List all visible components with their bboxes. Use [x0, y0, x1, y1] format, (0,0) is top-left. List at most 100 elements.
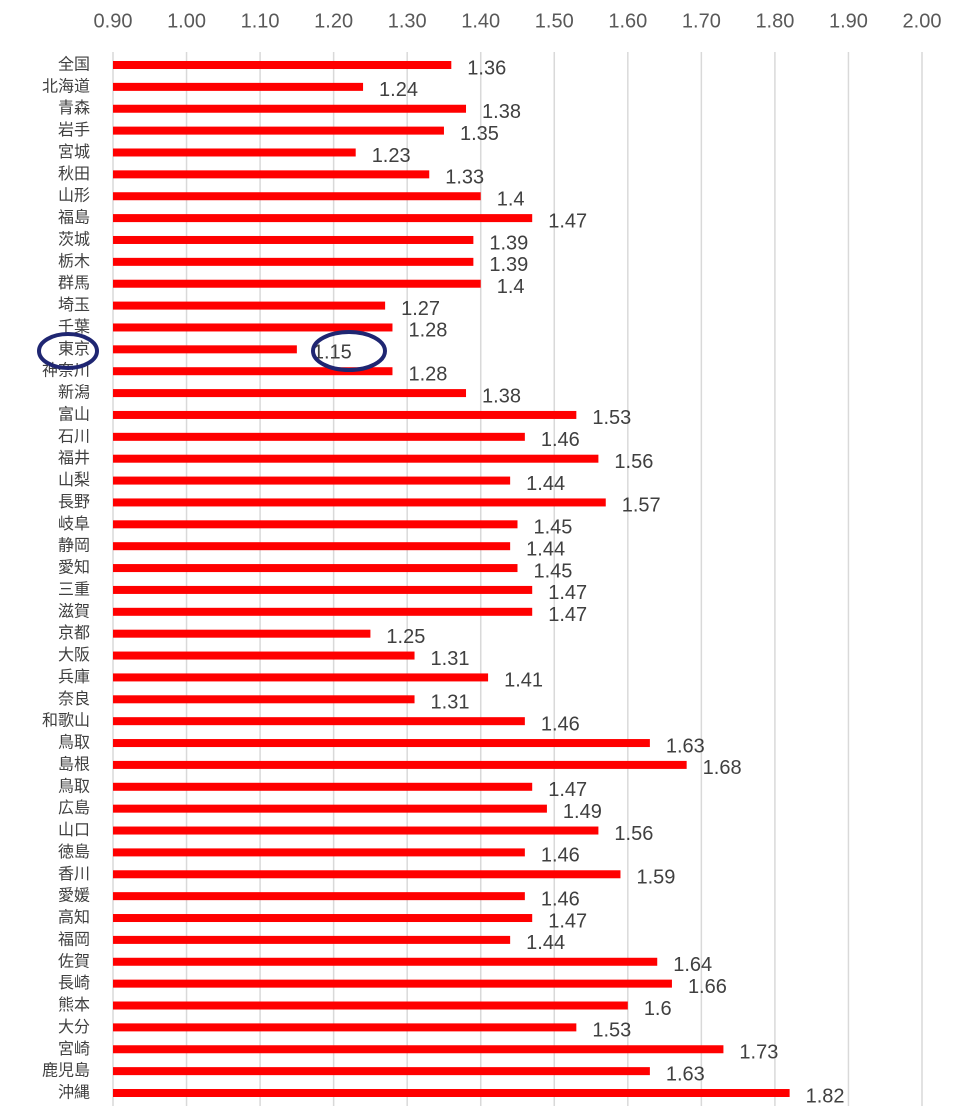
bar [113, 1089, 790, 1097]
bar [113, 760, 687, 769]
x-tick-label: 1.00 [167, 10, 206, 32]
data-label: 1.33 [445, 167, 484, 189]
y-tick-label: 広島 [58, 798, 90, 817]
data-label: 1.6 [644, 998, 672, 1020]
marks: 全国 1.36 北海道 1.24 青森 1.38 岩手 1.35 宮城 1.23 秋田 1.33 山形 1… [42, 55, 845, 1106]
bar [113, 170, 430, 179]
highlight-circle [311, 330, 387, 372]
x-tick-label: 1.60 [608, 10, 647, 32]
data-label: 1.44 [526, 473, 565, 495]
data-label: 1.49 [563, 801, 602, 823]
y-tick-label: 京都 [58, 623, 90, 642]
x-tick-label: 1.90 [829, 10, 868, 32]
y-tick-label: 栃木 [58, 251, 90, 270]
grid: 0.90 1.00 1.10 1.20 1.30 1.40 1.50 1.60 1.70 1.80… [94, 10, 942, 1106]
y-tick-label: 東京 [58, 339, 90, 358]
y-tick-label: 愛媛 [58, 886, 90, 905]
data-label: 1.45 [534, 560, 573, 582]
x-tick-label: 1.80 [755, 10, 794, 32]
data-label: 1.46 [541, 845, 580, 867]
y-tick-label: 香川 [58, 864, 90, 883]
bar [113, 476, 511, 485]
y-tick-label: 宮崎 [58, 1039, 90, 1058]
bar [113, 126, 444, 135]
y-tick-label: 沖縄 [58, 1083, 90, 1102]
data-label: 1.53 [592, 1020, 631, 1042]
bar [113, 279, 481, 288]
data-label: 1.64 [673, 954, 712, 976]
bar [113, 235, 474, 244]
data-label: 1.39 [489, 232, 528, 254]
highlight-circle [37, 332, 99, 370]
data-label: 1.46 [541, 888, 580, 910]
y-tick-label: 茨城 [58, 229, 90, 248]
y-tick-label: 山口 [58, 820, 90, 839]
y-tick-label: 新潟 [58, 383, 90, 402]
data-label: 1.47 [548, 210, 587, 232]
y-tick-label: 山梨 [58, 470, 90, 489]
y-tick-label: 鳥取 [58, 733, 90, 752]
bar [113, 629, 371, 638]
data-label: 1.41 [504, 670, 543, 692]
bar [113, 301, 386, 310]
data-label: 1.25 [386, 626, 425, 648]
bar [113, 804, 547, 813]
data-label: 1.47 [548, 910, 587, 932]
bar [113, 673, 489, 682]
bar [113, 651, 415, 660]
y-tick-label: 佐賀 [58, 951, 90, 970]
data-label: 1.23 [372, 145, 411, 167]
bar [113, 892, 525, 901]
y-tick-label: 北海道 [42, 76, 90, 95]
y-tick-label: 滋賀 [58, 601, 90, 620]
data-label: 1.38 [482, 101, 521, 123]
bar [113, 782, 533, 791]
bar [113, 870, 621, 879]
y-tick-label: 青森 [58, 98, 90, 117]
bar [113, 345, 297, 354]
data-label: 1.47 [548, 604, 587, 626]
y-tick-label: 三重 [58, 579, 90, 598]
data-label: 1.56 [614, 823, 653, 845]
data-label: 1.63 [666, 735, 705, 757]
data-label: 1.4 [497, 276, 525, 298]
y-tick-label: 福岡 [58, 929, 90, 948]
y-tick-label: 和歌山 [42, 711, 90, 730]
x-tick-label: 1.10 [241, 10, 280, 32]
bar [113, 717, 525, 726]
bar [113, 1023, 577, 1032]
bar [113, 935, 511, 944]
y-tick-label: 徳島 [58, 842, 90, 861]
y-tick-label: 岩手 [58, 120, 90, 139]
y-tick-label: 熊本 [58, 995, 90, 1014]
data-label: 1.68 [703, 757, 742, 779]
bar [113, 389, 467, 398]
data-label: 1.27 [401, 298, 440, 320]
bar [113, 454, 599, 463]
data-label: 1.47 [548, 779, 587, 801]
bar [113, 104, 467, 113]
y-tick-label: 富山 [58, 404, 90, 423]
y-tick-label: 長野 [58, 492, 90, 511]
x-tick-label: 1.40 [461, 10, 500, 32]
x-tick-label: 1.70 [682, 10, 721, 32]
x-tick-label: 2.00 [903, 10, 942, 32]
x-tick-label: 1.30 [388, 10, 427, 32]
x-tick-label: 1.50 [535, 10, 574, 32]
data-label: 1.28 [408, 320, 447, 342]
y-tick-label: 宮城 [58, 142, 90, 161]
data-label: 1.31 [431, 648, 470, 670]
x-tick-label: 1.20 [314, 10, 353, 32]
data-label: 1.57 [622, 495, 661, 517]
bar [113, 61, 452, 69]
bar [113, 520, 518, 529]
y-tick-label: 奈良 [58, 689, 90, 708]
y-tick-label: 福島 [58, 208, 90, 227]
data-label: 1.82 [806, 1085, 845, 1106]
y-tick-label: 愛知 [58, 558, 90, 577]
bar [113, 498, 606, 507]
bar [113, 432, 525, 441]
data-label: 1.38 [482, 385, 521, 407]
y-tick-label: 鹿児島 [42, 1061, 90, 1080]
bar [113, 410, 577, 419]
